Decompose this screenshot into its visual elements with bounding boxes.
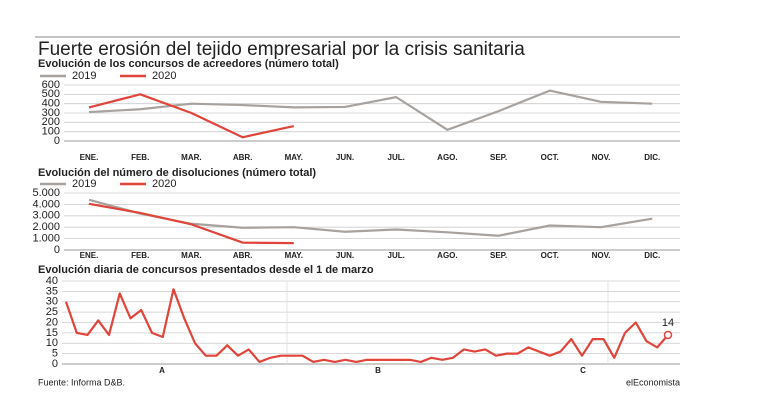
y-tick-label: 600 xyxy=(42,79,60,91)
series-line xyxy=(88,198,653,237)
legend-label: 2019 xyxy=(72,178,96,190)
y-tick-label: 25 xyxy=(46,306,58,318)
x-tick-label: AGO. xyxy=(437,251,457,260)
y-tick-label: 3.000 xyxy=(32,210,60,222)
x-tick-label: DIC. xyxy=(644,251,660,260)
y-tick-label: 5.000 xyxy=(32,187,60,199)
series-line xyxy=(64,288,669,364)
y-tick-label: 2.000 xyxy=(32,221,60,233)
series-line xyxy=(88,89,653,131)
subtitle: Evolución diaria de concursos presentado… xyxy=(38,264,374,276)
x-tick-label: NOV. xyxy=(592,251,611,260)
x-tick-label: ENE. xyxy=(80,153,99,162)
x-tick-label: JUL. xyxy=(388,153,405,162)
y-tick-label: 0 xyxy=(54,244,60,256)
x-tick-label: FEB. xyxy=(131,153,149,162)
y-tick-label: 5 xyxy=(52,348,58,360)
y-tick-label: 0 xyxy=(52,358,58,370)
section-label: C xyxy=(580,366,586,375)
legend-label: 2020 xyxy=(152,70,176,82)
x-tick-label: MAY. xyxy=(285,153,303,162)
y-tick-label: 100 xyxy=(42,126,60,138)
x-tick-label: DIC. xyxy=(644,153,660,162)
x-tick-label: MAR. xyxy=(181,251,201,260)
x-tick-label: MAY. xyxy=(285,251,303,260)
x-tick-label: OCT. xyxy=(541,251,559,260)
end-marker xyxy=(663,330,673,340)
x-tick-label: OCT. xyxy=(541,153,559,162)
x-tick-label: ABR. xyxy=(233,153,253,162)
y-tick-label: 400 xyxy=(42,98,60,110)
x-tick-label: JUL. xyxy=(388,251,405,260)
y-tick-label: 15 xyxy=(46,327,58,339)
y-tick-label: 200 xyxy=(42,116,60,128)
y-tick-label: 40 xyxy=(46,275,58,287)
y-tick-label: 0 xyxy=(54,135,60,147)
data-label: 14 xyxy=(662,317,674,329)
x-tick-label: FEB. xyxy=(131,251,149,260)
brand: elEconomista xyxy=(626,377,680,387)
x-tick-label: JUN. xyxy=(336,251,354,260)
x-tick-label: AGO. xyxy=(437,153,457,162)
legend-label: 2019 xyxy=(72,70,96,82)
y-tick-label: 35 xyxy=(46,285,58,297)
subtitle: Evolución de los concursos de acreedores… xyxy=(38,58,339,70)
section-label: A xyxy=(159,366,165,375)
x-tick-label: JUN. xyxy=(336,153,354,162)
y-tick-label: 500 xyxy=(42,88,60,100)
subtitle: Evolución del número de disoluciones (nú… xyxy=(38,167,316,179)
x-tick-label: SEP. xyxy=(490,251,507,260)
y-tick-label: 300 xyxy=(42,107,60,119)
y-tick-label: 1.000 xyxy=(32,233,60,245)
x-tick-label: MAR. xyxy=(181,153,201,162)
y-tick-label: 4.000 xyxy=(32,198,60,210)
x-tick-label: NOV. xyxy=(592,153,611,162)
x-tick-label: SEP. xyxy=(490,153,507,162)
legend-label: 2020 xyxy=(152,178,176,190)
y-tick-label: 10 xyxy=(46,337,58,349)
x-tick-label: ENE. xyxy=(80,251,99,260)
y-tick-label: 20 xyxy=(46,316,58,328)
chart-title: Fuerte erosión del tejido empresarial po… xyxy=(38,39,525,60)
series-line xyxy=(88,202,294,245)
y-tick-label: 30 xyxy=(46,296,58,308)
x-tick-label: ABR. xyxy=(233,251,253,260)
section-label: B xyxy=(375,366,381,375)
series-line xyxy=(88,93,295,139)
source: Fuente: Informa D&B. xyxy=(38,377,125,387)
